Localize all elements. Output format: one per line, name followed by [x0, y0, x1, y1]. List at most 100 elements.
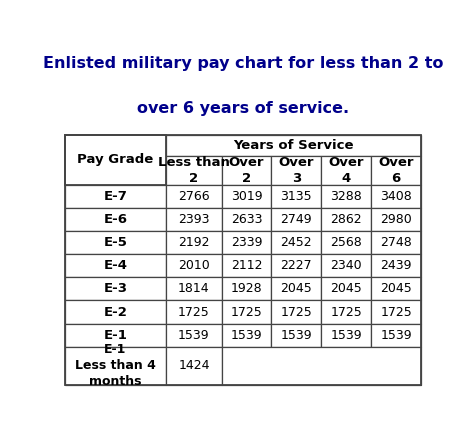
Bar [371, 300, 421, 324]
Bar [371, 185, 421, 208]
Text: 3408: 3408 [380, 190, 412, 203]
Bar [321, 254, 371, 277]
Bar [321, 156, 371, 185]
Text: 1928: 1928 [231, 283, 262, 295]
Text: E-3: E-3 [103, 283, 128, 295]
Text: 1539: 1539 [330, 328, 362, 342]
Bar [321, 324, 371, 347]
Text: 1725: 1725 [380, 306, 412, 318]
Text: 2980: 2980 [380, 213, 412, 226]
Bar [221, 208, 272, 231]
Bar [371, 324, 421, 347]
Text: Enlisted military pay chart for less than 2 to: Enlisted military pay chart for less tha… [43, 56, 443, 71]
Text: 2045: 2045 [281, 283, 312, 295]
Bar [65, 300, 166, 324]
Bar [65, 135, 166, 185]
Bar [371, 254, 421, 277]
Bar [321, 277, 371, 300]
Text: Pay Grade: Pay Grade [77, 153, 154, 166]
Bar [221, 277, 272, 300]
Bar [221, 300, 272, 324]
Text: 2439: 2439 [381, 259, 412, 272]
Bar [166, 231, 221, 254]
Bar [221, 347, 421, 385]
Text: E-2: E-2 [104, 306, 128, 318]
Text: 1539: 1539 [380, 328, 412, 342]
Text: 2112: 2112 [231, 259, 262, 272]
Text: E-7: E-7 [104, 190, 128, 203]
Bar [166, 324, 221, 347]
Text: E-1
Less than 4
months: E-1 Less than 4 months [75, 343, 156, 388]
Text: Less than
2: Less than 2 [158, 156, 230, 185]
Text: 1725: 1725 [231, 306, 263, 318]
Text: E-4: E-4 [103, 259, 128, 272]
Text: 2192: 2192 [178, 236, 210, 249]
Text: 2862: 2862 [330, 213, 362, 226]
Text: 2452: 2452 [281, 236, 312, 249]
Text: 1539: 1539 [178, 328, 210, 342]
Text: Over
3: Over 3 [279, 156, 314, 185]
Bar [272, 185, 321, 208]
Bar [221, 185, 272, 208]
Bar [221, 324, 272, 347]
Text: 2339: 2339 [231, 236, 262, 249]
Text: E-1: E-1 [104, 328, 128, 342]
Bar [166, 135, 421, 156]
Text: Years of Service: Years of Service [234, 139, 354, 152]
Text: 1725: 1725 [178, 306, 210, 318]
Bar [65, 254, 166, 277]
Bar [65, 347, 166, 385]
Text: 2340: 2340 [330, 259, 362, 272]
Text: 1725: 1725 [281, 306, 312, 318]
Text: 3019: 3019 [231, 190, 262, 203]
Text: 2227: 2227 [281, 259, 312, 272]
Text: E-6: E-6 [103, 213, 128, 226]
Text: E-5: E-5 [104, 236, 128, 249]
Bar [371, 277, 421, 300]
Bar [371, 156, 421, 185]
Text: 2045: 2045 [330, 283, 362, 295]
Text: over 6 years of service.: over 6 years of service. [137, 102, 349, 117]
Text: Over
4: Over 4 [328, 156, 364, 185]
Bar [272, 277, 321, 300]
Bar [166, 347, 221, 385]
Bar [65, 185, 166, 208]
Bar [221, 156, 272, 185]
Bar [321, 300, 371, 324]
Text: 1539: 1539 [231, 328, 262, 342]
Text: 1424: 1424 [178, 359, 210, 372]
Text: 2010: 2010 [178, 259, 210, 272]
Bar [221, 254, 272, 277]
Bar [321, 185, 371, 208]
Bar [272, 254, 321, 277]
Bar [371, 208, 421, 231]
Bar [166, 254, 221, 277]
Text: 3288: 3288 [330, 190, 362, 203]
Bar [166, 208, 221, 231]
Text: 1539: 1539 [281, 328, 312, 342]
Bar [321, 231, 371, 254]
Bar [166, 185, 221, 208]
Text: 1725: 1725 [330, 306, 362, 318]
Text: Over
2: Over 2 [229, 156, 264, 185]
Text: 2393: 2393 [178, 213, 210, 226]
Bar [166, 156, 221, 185]
Text: 3135: 3135 [281, 190, 312, 203]
Bar [321, 208, 371, 231]
Bar [371, 231, 421, 254]
Text: 2633: 2633 [231, 213, 262, 226]
Text: Over
6: Over 6 [378, 156, 414, 185]
Bar [65, 208, 166, 231]
Text: 2749: 2749 [281, 213, 312, 226]
Bar [272, 231, 321, 254]
Text: 1814: 1814 [178, 283, 210, 295]
Bar [65, 231, 166, 254]
Bar [166, 300, 221, 324]
Text: 2748: 2748 [380, 236, 412, 249]
Bar [65, 277, 166, 300]
Bar [65, 324, 166, 347]
Bar [272, 324, 321, 347]
Bar [221, 231, 272, 254]
Bar [272, 156, 321, 185]
Bar [272, 208, 321, 231]
